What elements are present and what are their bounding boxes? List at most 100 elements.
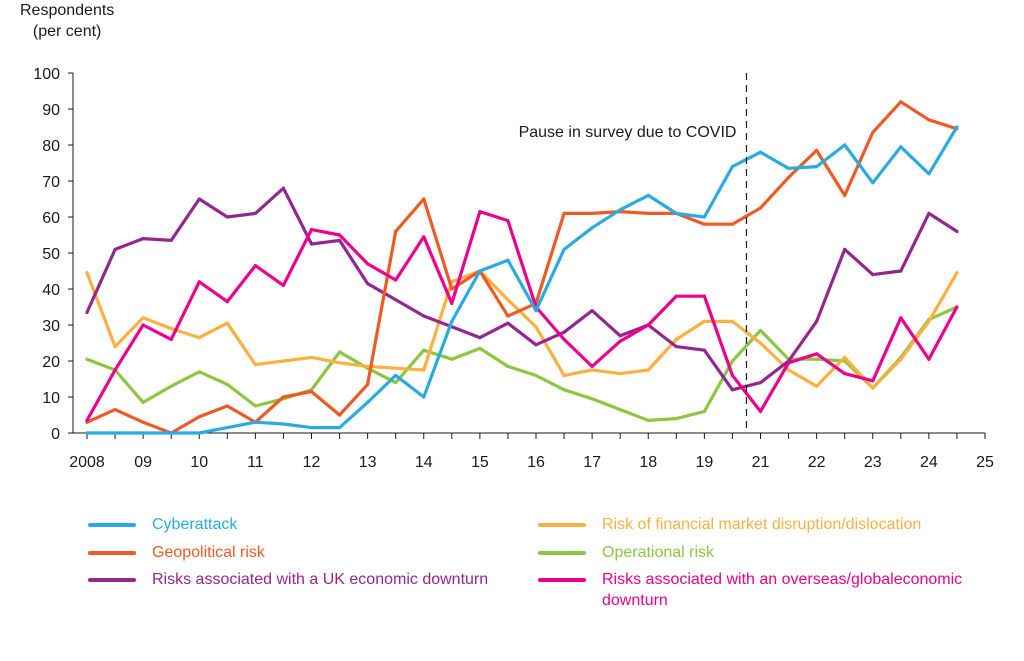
- x-tick-label: 19: [695, 454, 713, 471]
- covid-annotation: Pause in survey due to COVID: [519, 124, 737, 141]
- y-tick-label: 10: [42, 390, 60, 407]
- data-point: [758, 206, 763, 210]
- data-point: [253, 404, 257, 408]
- data-point: [899, 145, 903, 149]
- data-point: [730, 388, 735, 392]
- data-point: [225, 382, 229, 386]
- line-chart: 0 10 20 30 40 50 60 70 80 90 100 2008 09 10 11 12 13 14 15…: [33, 66, 994, 471]
- data-point: [253, 420, 257, 424]
- data-point: [197, 415, 201, 419]
- data-point: [927, 172, 931, 176]
- data-point: [815, 148, 819, 152]
- data-point: [338, 233, 342, 237]
- data-point: [113, 345, 117, 349]
- legend-label: Risk of financial market disruption/disl…: [602, 516, 922, 533]
- data-point: [590, 368, 594, 372]
- x-tick-label: 10: [190, 454, 208, 471]
- data-point: [702, 348, 707, 352]
- data-point: [590, 397, 594, 401]
- y-tick-label: 60: [42, 210, 60, 227]
- data-point: [394, 229, 398, 233]
- data-point: [758, 409, 763, 413]
- data-point: [787, 175, 791, 179]
- data-point: [730, 319, 735, 323]
- data-point: [758, 328, 763, 332]
- data-point: [871, 130, 875, 134]
- legend-item-uk-downturn[interactable]: Risks associated with a UK economic down…: [88, 569, 518, 591]
- data-point: [646, 211, 650, 215]
- data-point: [787, 166, 791, 170]
- data-point: [169, 327, 173, 331]
- data-point: [927, 357, 931, 361]
- data-point: [871, 273, 875, 277]
- series-line-overseas-downturn: [85, 210, 959, 422]
- data-point: [422, 314, 426, 318]
- x-tick-label: 2008: [69, 454, 105, 471]
- legend-label: Operational risk: [602, 544, 715, 561]
- data-point: [366, 282, 370, 286]
- data-point: [843, 372, 847, 376]
- data-point: [590, 226, 594, 230]
- data-point: [225, 426, 229, 430]
- data-point: [730, 165, 735, 169]
- data-point: [366, 382, 370, 386]
- data-point: [506, 219, 510, 223]
- data-point: [506, 321, 510, 325]
- legend-item-financial-market[interactable]: Risk of financial market disruption/disl…: [538, 514, 978, 536]
- data-point: [646, 193, 650, 197]
- data-point: [618, 339, 622, 343]
- data-point: [197, 280, 201, 284]
- data-point: [702, 222, 707, 226]
- data-point: [618, 334, 622, 338]
- y-axis-title-line-2: (per cent): [32, 23, 102, 40]
- data-point: [169, 431, 173, 435]
- data-point: [309, 228, 314, 232]
- legend-item-operational[interactable]: Operational risk: [538, 542, 978, 564]
- data-point: [815, 352, 819, 356]
- data-point: [843, 247, 847, 251]
- data-point: [113, 431, 117, 435]
- data-point: [534, 325, 538, 329]
- data-point: [197, 197, 201, 201]
- data-point: [646, 418, 650, 422]
- data-point: [702, 215, 707, 219]
- data-point: [281, 359, 285, 363]
- data-point: [815, 165, 819, 169]
- data-point: [450, 287, 454, 291]
- data-point: [899, 100, 903, 104]
- data-point: [450, 319, 454, 323]
- data-point: [338, 238, 342, 242]
- data-point: [899, 316, 903, 320]
- data-point: [590, 364, 594, 368]
- data-point: [730, 359, 735, 363]
- data-point: [478, 346, 482, 350]
- data-point: [338, 361, 342, 365]
- legend-item-cyberattack[interactable]: Cyberattack: [88, 514, 508, 536]
- data-point: [113, 247, 117, 251]
- data-point: [85, 431, 89, 435]
- data-point: [422, 395, 426, 399]
- data-point: [927, 118, 931, 122]
- x-tick-label: 11: [247, 454, 264, 471]
- data-point: [618, 372, 622, 376]
- data-point: [394, 366, 398, 370]
- data-point: [394, 298, 398, 302]
- x-tick-label: 17: [583, 454, 601, 471]
- data-point: [225, 300, 229, 304]
- data-point: [730, 373, 735, 377]
- data-point: [899, 357, 903, 361]
- data-point: [674, 211, 678, 215]
- data-point: [590, 211, 594, 215]
- data-point: [562, 211, 566, 215]
- data-point: [955, 305, 959, 309]
- data-point: [674, 417, 678, 421]
- data-point: [590, 309, 594, 313]
- legend-swatch: [538, 551, 586, 555]
- legend-item-geopolitical[interactable]: Geopolitical risk: [88, 542, 508, 564]
- data-point: [197, 431, 201, 435]
- data-point: [422, 197, 426, 201]
- data-point: [366, 262, 370, 266]
- data-point: [562, 330, 566, 334]
- legend-item-overseas-downturn[interactable]: Risks associated with an overseas/global…: [538, 569, 998, 613]
- data-point: [871, 386, 875, 390]
